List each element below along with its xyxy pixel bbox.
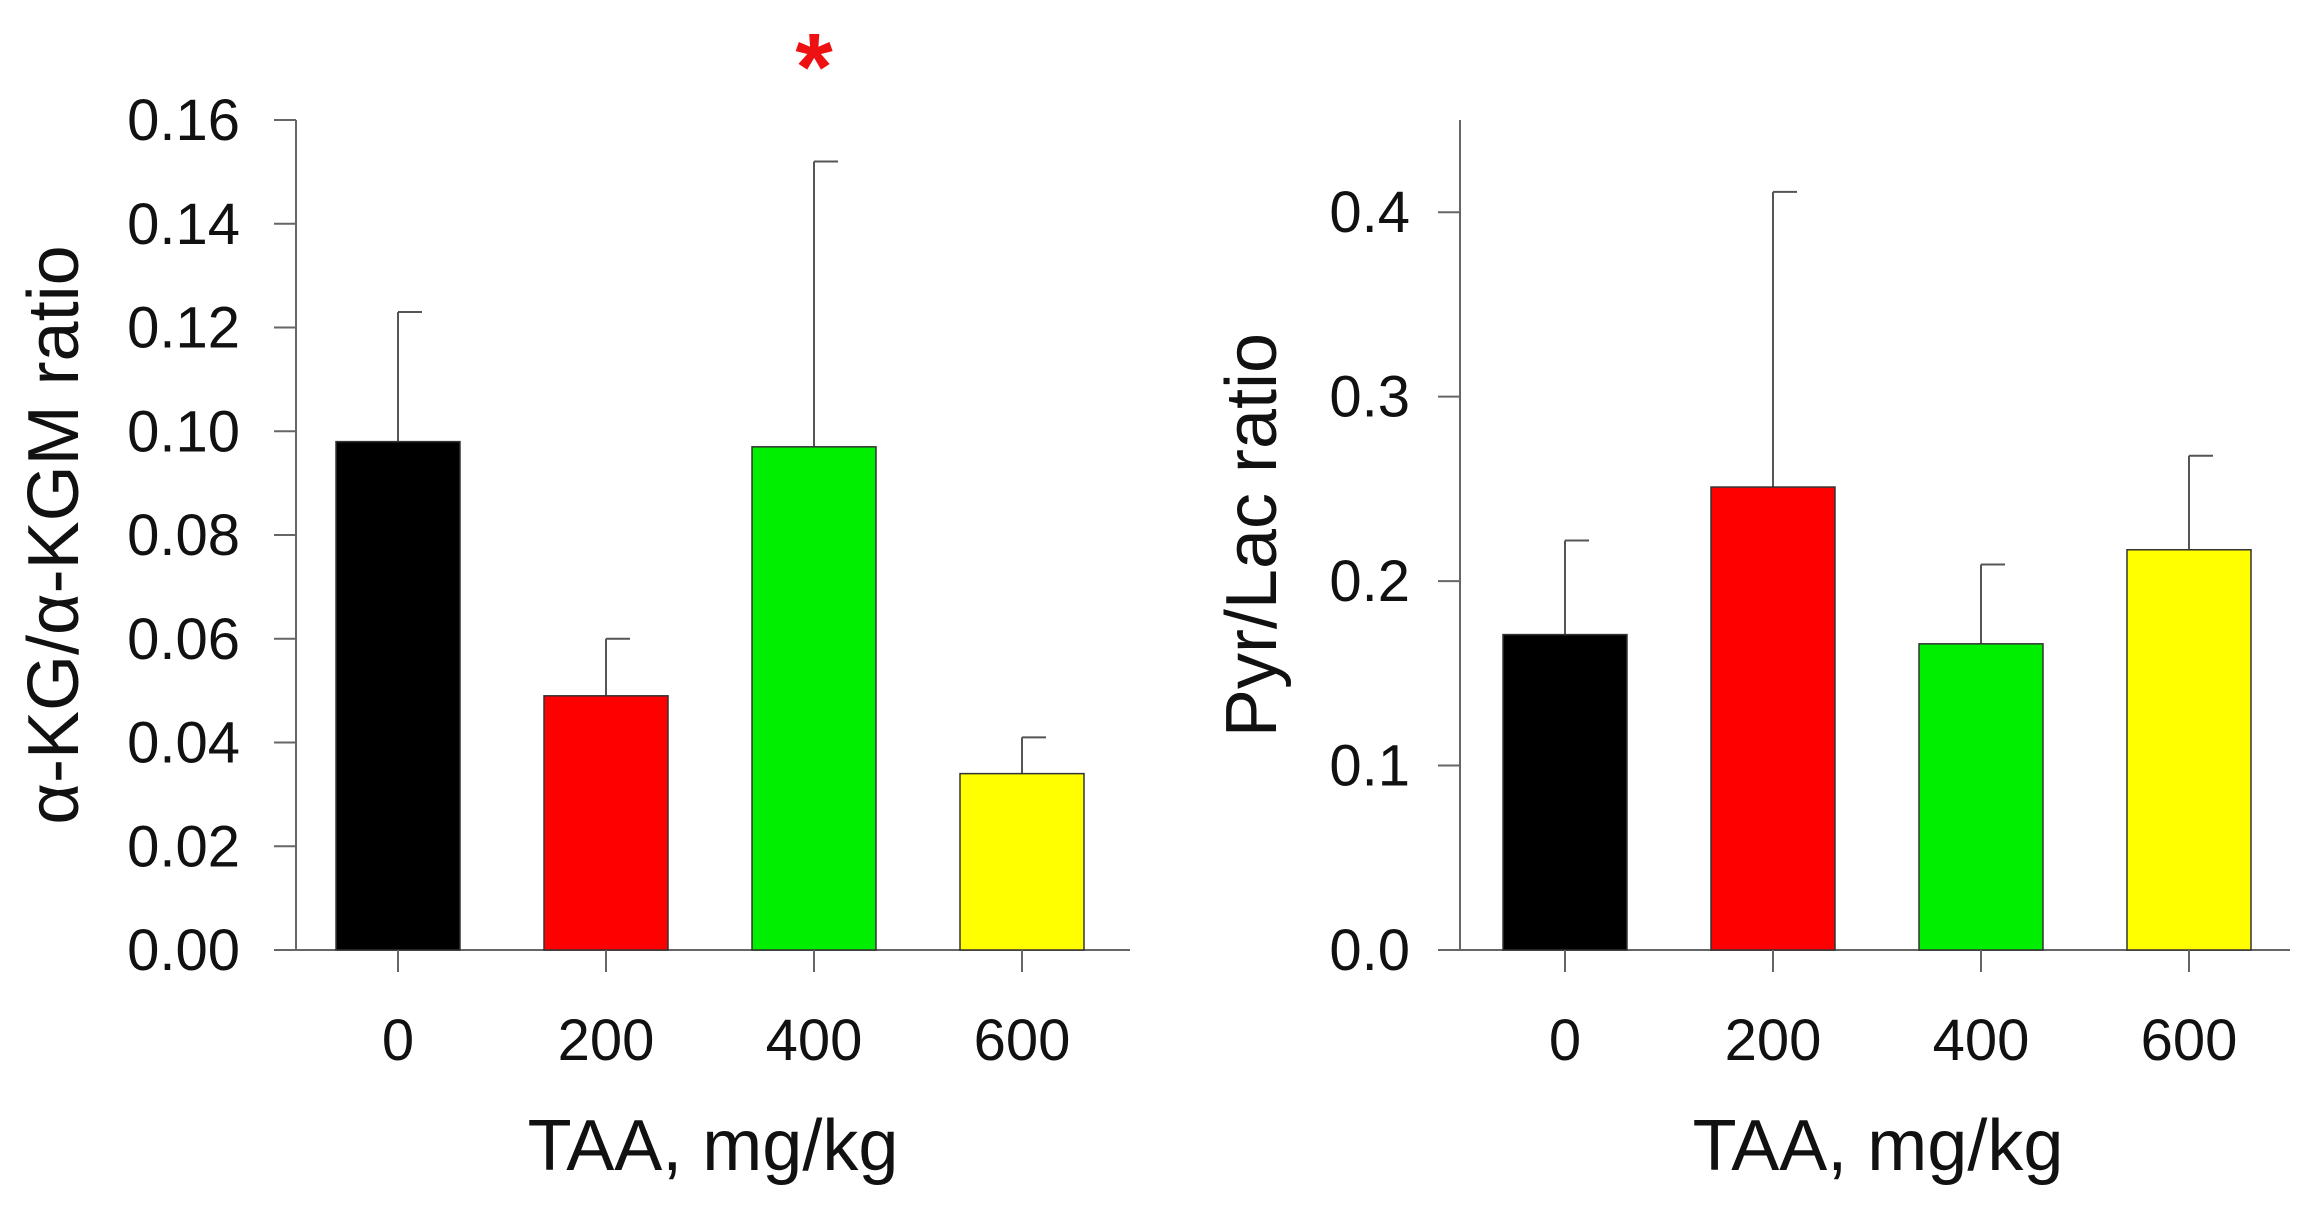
y-tick-label: 0.02 xyxy=(127,814,240,879)
x-axis-title: TAA, mg/kg xyxy=(528,1106,899,1186)
bar-200 xyxy=(543,695,669,951)
bar-400 xyxy=(1918,643,2044,951)
bar-600 xyxy=(2126,549,2252,951)
y-tick-label: 0.4 xyxy=(1329,180,1410,245)
bar-0 xyxy=(335,440,461,951)
y-axis-title: α-KG/α-KGM ratio xyxy=(14,245,94,824)
y-axis-title: Pyr/Lac ratio xyxy=(1212,333,1292,737)
significance-star: * xyxy=(795,14,833,121)
y-tick-label: 0.04 xyxy=(127,711,240,776)
x-tick-label: 200 xyxy=(1725,1008,1822,1073)
y-tick-label: 0.16 xyxy=(127,88,240,153)
bar-0 xyxy=(1502,633,1628,951)
x-tick-label: 0 xyxy=(382,1008,414,1073)
y-tick-label: 0.14 xyxy=(127,192,240,257)
y-tick-label: 0.08 xyxy=(127,503,240,568)
panel-akg-ratio: 0.00 0.02 0.04 0.06 0.08 0.10 0.12 0.14 0.16 0 200… xyxy=(14,14,1130,1186)
x-tick-label: 200 xyxy=(558,1008,655,1073)
x-tick-label: 600 xyxy=(2141,1008,2238,1073)
y-tick-label: 0.00 xyxy=(127,918,240,983)
y-tick-label: 0.06 xyxy=(127,607,240,672)
panel-pyr-lac-ratio: 0.0 0.1 0.2 0.3 0.4 0 200 400 600 TAA, mg/kg Pyr/L… xyxy=(1212,120,2290,1186)
y-tick-label: 0.10 xyxy=(127,399,240,464)
y-tick-label: 0.2 xyxy=(1329,549,1410,614)
y-tick-label: 0.12 xyxy=(127,296,240,361)
x-tick-label: 400 xyxy=(1933,1008,2030,1073)
y-tick-label: 0.0 xyxy=(1329,918,1410,983)
x-axis-title: TAA, mg/kg xyxy=(1693,1106,2064,1186)
bar-600 xyxy=(959,772,1085,951)
x-tick-label: 400 xyxy=(766,1008,863,1073)
y-tick-label: 0.3 xyxy=(1329,365,1410,430)
y-tick-label: 0.1 xyxy=(1329,734,1410,799)
x-tick-label: 0 xyxy=(1549,1008,1581,1073)
bar-400 xyxy=(751,446,877,951)
bar-200 xyxy=(1710,486,1836,951)
x-tick-label: 600 xyxy=(974,1008,1071,1073)
